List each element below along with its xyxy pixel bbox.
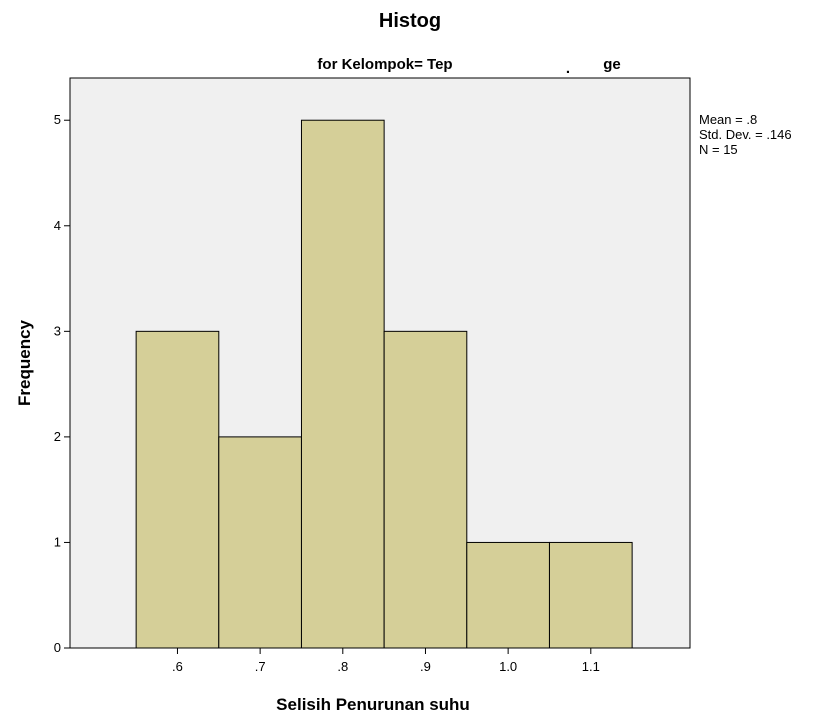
y-tick-label: 2: [54, 429, 61, 444]
histogram-bar: [548, 541, 633, 649]
statistics-legend: Mean = .8 Std. Dev. = .146 N = 15: [699, 112, 792, 157]
y-tick-label: 4: [54, 218, 61, 233]
stat-mean: Mean = .8: [699, 112, 757, 127]
histogram-bar: [300, 119, 385, 649]
y-tick-label: 0: [54, 640, 61, 655]
x-tick-label: .8: [337, 659, 348, 674]
y-tick-label: 3: [54, 323, 61, 338]
x-tick-label: .6: [172, 659, 183, 674]
chart-title: Histog: [379, 10, 441, 32]
y-tick-label: 1: [54, 534, 61, 549]
histogram-bar: [218, 436, 302, 649]
x-axis: .6 .7 .8 .9 1.0 1.1: [172, 648, 600, 674]
histogram-bar: [135, 330, 220, 649]
y-tick-label: 5: [54, 112, 61, 127]
x-axis-label: Selisih Penurunan suhu: [276, 695, 470, 714]
histogram-bar: [466, 541, 550, 649]
y-axis: 0 1 2 3 4 5: [54, 112, 70, 655]
chart-subtitle: for Kelompok= Tep: [317, 56, 452, 73]
bars-group: [135, 119, 633, 649]
x-tick-label: 1.0: [499, 659, 517, 674]
stat-n: N = 15: [699, 142, 738, 157]
chart-subtitle-fragment: ge: [603, 56, 621, 73]
histogram-bar: [383, 330, 468, 649]
x-tick-label: .9: [420, 659, 431, 674]
stat-std-dev: Std. Dev. = .146: [699, 127, 792, 142]
x-tick-label: 1.1: [582, 659, 600, 674]
x-tick-label: .7: [255, 659, 266, 674]
y-axis-label: Frequency: [15, 319, 34, 406]
chart-subtitle-fragment: .: [566, 60, 570, 77]
